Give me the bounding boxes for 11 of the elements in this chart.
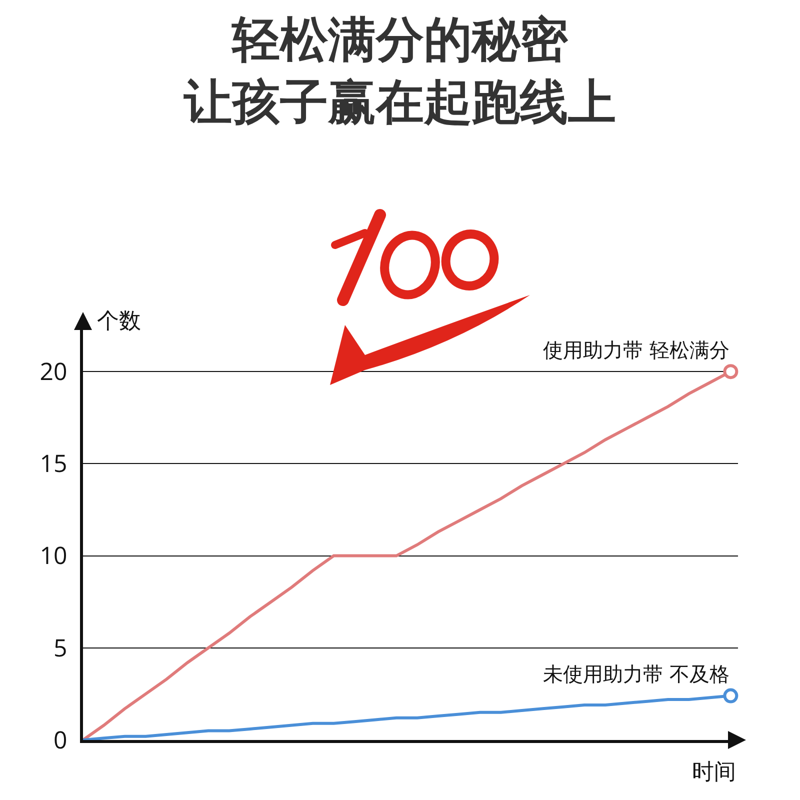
y-axis-title: 个数 bbox=[97, 305, 141, 335]
series-label: 未使用助力带 不及格 bbox=[543, 662, 730, 686]
y-tick-label: 0 bbox=[53, 723, 68, 756]
y-tick-label: 15 bbox=[40, 447, 68, 480]
series-label: 使用助力带 轻松满分 bbox=[543, 338, 730, 362]
y-tick-label: 5 bbox=[53, 631, 68, 664]
chart-subtitle: 让孩子赢在起跑线上 bbox=[183, 74, 616, 130]
x-axis-title: 时间 bbox=[692, 756, 736, 786]
chart-title: 轻松满分的秘密 bbox=[231, 12, 569, 68]
y-tick-label: 10 bbox=[40, 539, 68, 572]
y-tick-label: 20 bbox=[40, 354, 68, 388]
